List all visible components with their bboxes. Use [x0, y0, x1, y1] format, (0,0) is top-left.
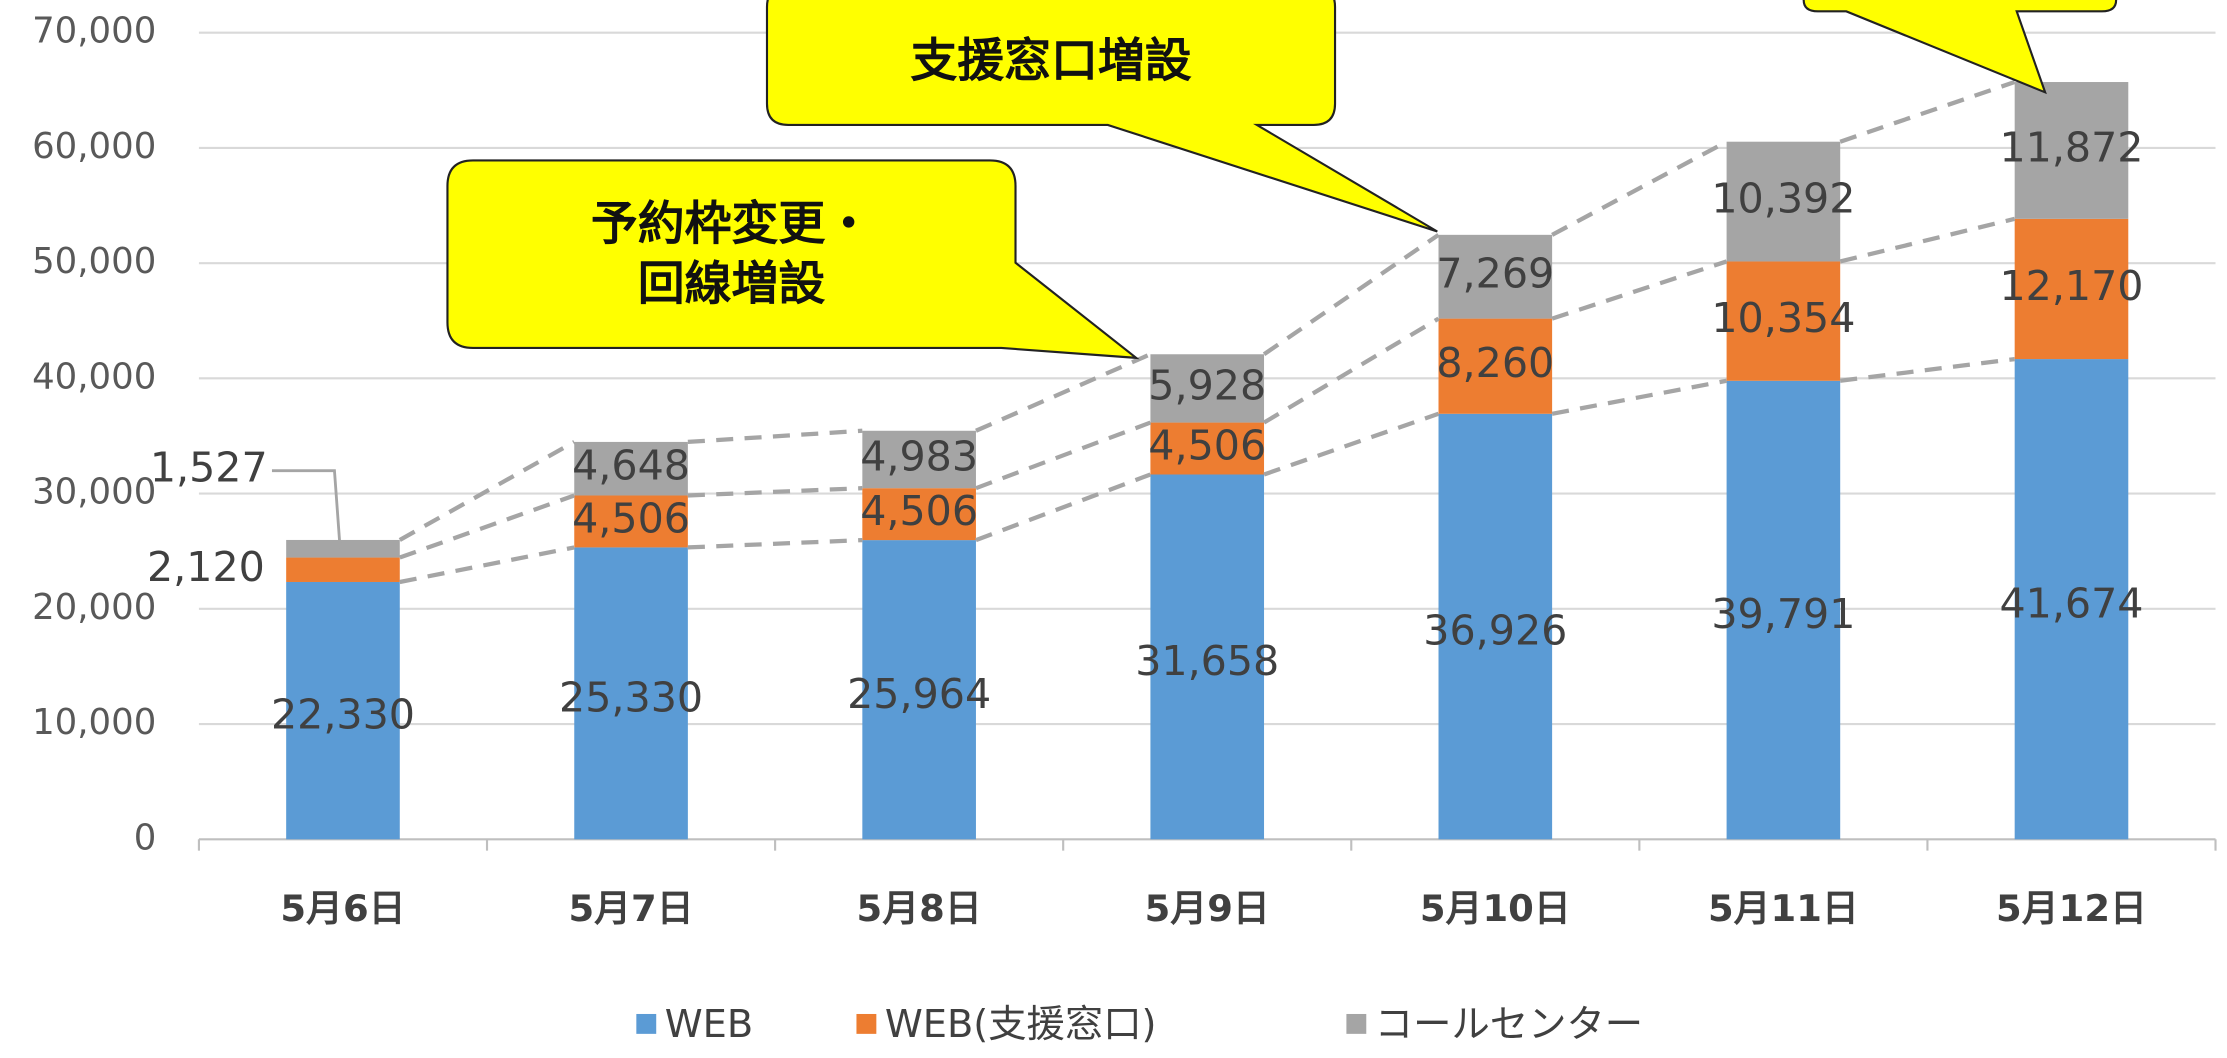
- bar-segment: [1438, 413, 1553, 840]
- x-tick-label: 5月6日: [280, 887, 405, 930]
- x-tick-label: 5月12日: [1996, 887, 2147, 930]
- legend-label: コールセンター: [1375, 1002, 1643, 1047]
- bar-segment: [1438, 318, 1553, 414]
- connector: [1551, 139, 1728, 237]
- data-label: 4,983: [860, 432, 978, 480]
- connector: [975, 420, 1152, 491]
- data-label: 4,648: [572, 442, 690, 490]
- data-label: 10,392: [1711, 175, 1855, 223]
- data-label: 4,506: [860, 487, 978, 535]
- data-label: 39,791: [1711, 590, 1855, 638]
- bar-segment: [1150, 474, 1265, 840]
- connector: [687, 537, 863, 550]
- bar-segment: [862, 488, 976, 541]
- data-label: 41,674: [1999, 579, 2143, 627]
- data-label: 36,926: [1423, 607, 1567, 655]
- bar-segment: [286, 581, 400, 840]
- connector: [1263, 411, 1440, 477]
- connector: [1839, 80, 2016, 144]
- annotation: 支援窓口増設: [910, 34, 1191, 88]
- y-tick-label: 40,000: [32, 356, 156, 397]
- x-tick-label: 5月8日: [857, 887, 982, 930]
- data-label: 25,330: [559, 673, 703, 721]
- x-tick-label: 5月10日: [1420, 887, 1571, 930]
- connector: [687, 428, 863, 445]
- data-label: 31,658: [1135, 637, 1279, 685]
- data-label: 25,964: [847, 670, 991, 718]
- bar-segment: [2014, 359, 2129, 840]
- bar-segment: [574, 547, 688, 840]
- connector: [1839, 356, 2015, 383]
- data-label: 5,928: [1148, 361, 1266, 409]
- callout-shape: [446, 159, 1140, 360]
- connector: [399, 545, 575, 585]
- callouts: [446, 0, 2118, 360]
- connector: [1262, 233, 1440, 357]
- connector: [398, 440, 576, 542]
- bar-segment: [1150, 422, 1265, 475]
- callout-shape: [1802, 0, 2118, 95]
- data-label: 10,354: [1711, 294, 1855, 342]
- y-tick-label: 20,000: [32, 587, 156, 628]
- connector: [1839, 216, 2016, 264]
- bar-segment: [1438, 234, 1553, 319]
- bar-segment: [574, 495, 688, 548]
- annotation: 回線増設: [638, 257, 826, 311]
- bar-segment: [862, 540, 976, 840]
- legend-label: WEB: [665, 1002, 753, 1047]
- y-tick-label: 50,000: [32, 241, 156, 282]
- data-label: 7,269: [1436, 250, 1554, 298]
- data-label: 1,527: [150, 444, 268, 492]
- legend-label: WEB(支援窓口): [885, 1002, 1157, 1047]
- data-label: 2,120: [147, 543, 265, 591]
- data-label: 22,330: [271, 691, 415, 739]
- bar-segment: [862, 430, 976, 489]
- data-label: 11,872: [1999, 123, 2143, 171]
- bar-segment: [1150, 354, 1265, 423]
- y-tick-label: 0: [134, 817, 157, 858]
- bar-segment: [1726, 141, 1841, 262]
- connector: [975, 352, 1152, 433]
- connector: [399, 493, 575, 560]
- connector: [975, 472, 1152, 543]
- bar-segment: [1726, 380, 1841, 840]
- y-tick-label: 10,000: [32, 702, 156, 743]
- x-tick-label: 5月9日: [1145, 887, 1270, 930]
- data-label: 4,506: [1148, 422, 1266, 470]
- bar-segment: [2014, 82, 2129, 219]
- y-tick-label: 60,000: [32, 126, 156, 167]
- annotation: 予約枠変更・: [591, 198, 872, 252]
- y-tick-label: 30,000: [32, 472, 156, 513]
- connector: [1262, 316, 1440, 425]
- x-tick-label: 5月11日: [1708, 887, 1859, 930]
- data-label: 8,260: [1436, 339, 1554, 387]
- legend-swatch: [1346, 1013, 1367, 1034]
- data-label: 4,506: [572, 494, 690, 542]
- callout-shape: [765, 0, 1438, 233]
- connector: [687, 486, 863, 498]
- bar-segment: [286, 539, 400, 558]
- bar-segment: [2014, 218, 2129, 360]
- connector: [1551, 259, 1728, 321]
- legend-swatch: [856, 1013, 877, 1034]
- y-tick-label: 70,000: [32, 11, 156, 52]
- data-label: 12,170: [1999, 262, 2143, 310]
- bar-segment: [286, 557, 400, 582]
- bar-segment: [1726, 261, 1841, 381]
- leader-line: [271, 469, 342, 549]
- x-tick-label: 5月7日: [568, 887, 693, 930]
- legend-swatch: [636, 1013, 657, 1034]
- connector: [1551, 378, 1727, 416]
- bar-segment: [574, 441, 688, 496]
